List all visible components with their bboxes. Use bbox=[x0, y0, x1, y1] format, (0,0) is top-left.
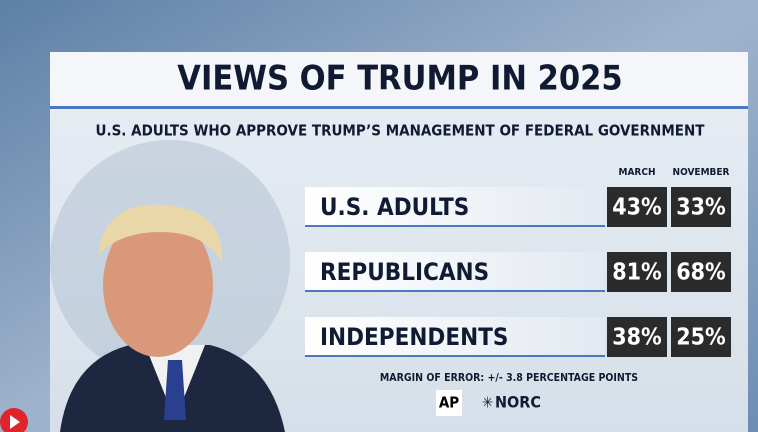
row-underline bbox=[305, 225, 605, 227]
row-bar bbox=[305, 317, 605, 357]
table: MARCH NOVEMBER U.S. ADULTS 43% 33% REPUBLICAN… bbox=[305, 167, 731, 357]
subtitle: U.S. ADULTS WHO APPROVE TRUMP’S MANAGEME… bbox=[96, 122, 706, 140]
value: 81% bbox=[612, 260, 662, 286]
norc-star: ✳ bbox=[482, 394, 493, 412]
row-underline bbox=[305, 355, 605, 357]
column-header: MARCH bbox=[619, 167, 656, 178]
value-box bbox=[671, 317, 731, 357]
title-band bbox=[50, 52, 748, 106]
column-header: NOVEMBER bbox=[673, 167, 730, 178]
value-box bbox=[607, 317, 667, 357]
row-bar bbox=[305, 187, 605, 227]
margin-note: MARGIN OF ERROR: +/- 3.8 PERCENTAGE POIN… bbox=[380, 372, 638, 384]
portrait bbox=[50, 140, 290, 432]
row-bar bbox=[305, 252, 605, 292]
row-label: U.S. ADULTS bbox=[320, 193, 469, 221]
norc-logo: NORC bbox=[495, 393, 541, 412]
value-box bbox=[607, 252, 667, 292]
title-rule bbox=[50, 106, 748, 109]
value: 25% bbox=[676, 325, 726, 351]
ap-logo-box bbox=[436, 390, 462, 416]
value: 33% bbox=[676, 195, 726, 221]
value-box bbox=[607, 187, 667, 227]
row-label: INDEPENDENTS bbox=[320, 323, 508, 351]
play-icon bbox=[10, 415, 20, 429]
value: 38% bbox=[612, 325, 662, 351]
ap-logo: AP bbox=[439, 394, 459, 412]
value: 43% bbox=[612, 195, 662, 221]
row-underline bbox=[305, 290, 605, 292]
value-box bbox=[671, 252, 731, 292]
value-box bbox=[671, 187, 731, 227]
value: 68% bbox=[676, 260, 726, 286]
title: VIEWS OF TRUMP IN 2025 bbox=[177, 59, 622, 99]
row-label: REPUBLICANS bbox=[320, 258, 489, 286]
